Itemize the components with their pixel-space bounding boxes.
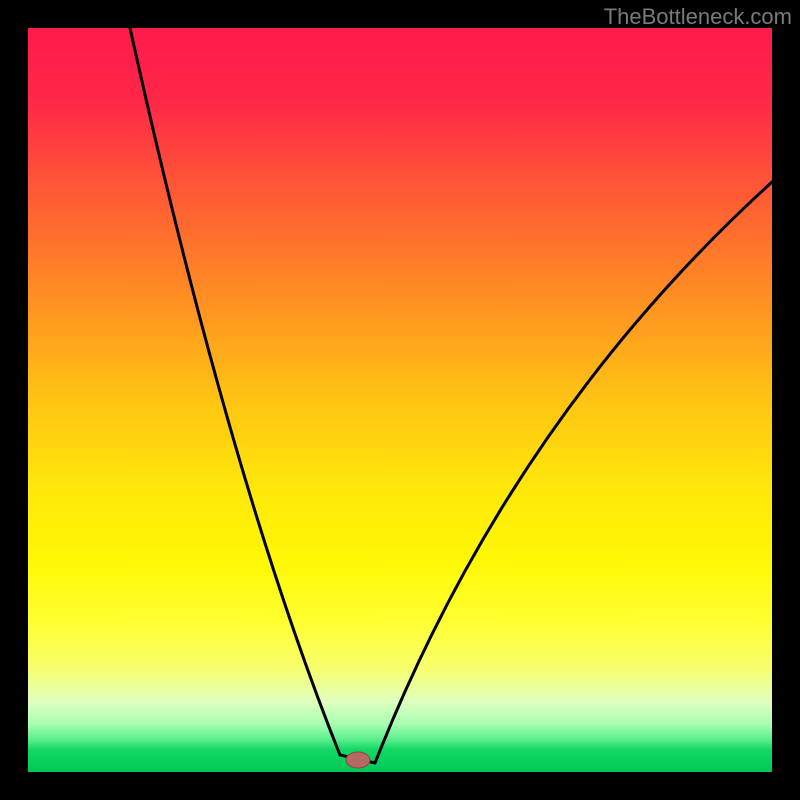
watermark-text: TheBottleneck.com (604, 4, 792, 30)
optimum-marker (346, 752, 370, 768)
chart-container: TheBottleneck.com (0, 0, 800, 800)
bottleneck-chart (0, 0, 800, 800)
plot-area (28, 28, 772, 772)
